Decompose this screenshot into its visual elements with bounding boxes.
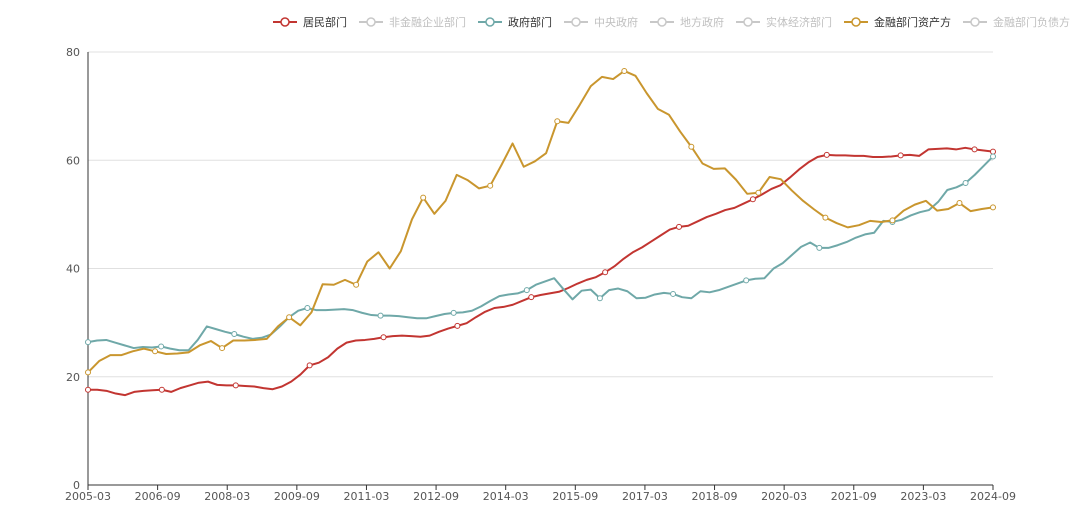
y-tick-label: 60 <box>66 154 80 167</box>
data-point[interactable] <box>676 223 683 230</box>
data-point[interactable] <box>353 281 360 288</box>
data-point[interactable] <box>286 314 293 321</box>
data-point[interactable] <box>990 204 996 211</box>
data-point[interactable] <box>85 386 91 393</box>
data-point[interactable] <box>956 200 963 207</box>
legend-label: 非金融企业部门 <box>389 15 466 29</box>
data-point[interactable] <box>602 269 609 276</box>
legend-label: 政府部门 <box>508 15 552 29</box>
legend-label: 中央政府 <box>594 15 638 29</box>
x-tick-label: 2015-09 <box>552 490 598 503</box>
data-point[interactable] <box>962 179 969 186</box>
data-point[interactable] <box>85 339 91 346</box>
y-tick-label: 40 <box>66 263 80 276</box>
y-tick-label: 0 <box>73 479 80 492</box>
x-tick-label: 2023-03 <box>900 490 946 503</box>
y-tick-label: 20 <box>66 371 80 384</box>
data-point[interactable] <box>450 309 457 316</box>
x-tick-label: 2024-09 <box>970 490 1016 503</box>
x-tick-label: 2008-03 <box>204 490 250 503</box>
data-point[interactable] <box>621 67 628 74</box>
data-point[interactable] <box>755 189 762 196</box>
data-point[interactable] <box>232 382 239 389</box>
data-point[interactable] <box>152 348 159 355</box>
data-point[interactable] <box>420 194 427 201</box>
data-point[interactable] <box>304 305 311 312</box>
x-tick-label: 2011-03 <box>343 490 389 503</box>
x-tick-label: 2017-03 <box>622 490 668 503</box>
legend-item[interactable]: 居民部门 <box>273 15 347 29</box>
legend-label: 地方政府 <box>680 15 724 29</box>
data-point[interactable] <box>670 290 677 297</box>
legend-circle-icon <box>485 17 495 27</box>
grid <box>88 51 993 378</box>
series-line[interactable] <box>87 69 994 374</box>
series-lines <box>85 67 996 397</box>
data-point[interactable] <box>990 153 996 160</box>
legend-item[interactable]: 地方政府 <box>650 15 724 29</box>
series-0 <box>85 146 996 397</box>
legend-circle-icon <box>743 17 753 27</box>
data-point[interactable] <box>306 362 313 369</box>
data-point[interactable] <box>523 287 530 294</box>
data-point[interactable] <box>158 386 165 393</box>
data-point[interactable] <box>823 151 830 158</box>
legend-item[interactable]: 中央政府 <box>564 15 638 29</box>
x-tick-label: 2014-03 <box>483 490 529 503</box>
legend-item[interactable]: 政府部门 <box>478 15 552 29</box>
x-tick-label: 2018-09 <box>692 490 738 503</box>
data-point[interactable] <box>990 148 996 155</box>
data-point[interactable] <box>380 334 387 341</box>
data-point[interactable] <box>822 214 829 221</box>
data-point[interactable] <box>219 345 226 352</box>
data-point[interactable] <box>897 152 904 159</box>
legend-label: 金融部门负债方 <box>993 15 1070 29</box>
x-tick-label: 2012-09 <box>413 490 459 503</box>
legend-item[interactable]: 非金融企业部门 <box>359 15 466 29</box>
data-point[interactable] <box>816 244 823 251</box>
data-point[interactable] <box>971 146 978 153</box>
data-point[interactable] <box>158 343 165 350</box>
legend-circle-icon <box>970 17 980 27</box>
legend-circle-icon <box>366 17 376 27</box>
x-tick-label: 2021-09 <box>831 490 877 503</box>
x-tick-label: 2005-03 <box>65 490 111 503</box>
legend-label: 实体经济部门 <box>766 15 832 29</box>
axes: 0 20 40 60 80 2005-03 2006-09 2008-03 2009-09 201… <box>65 46 1016 503</box>
x-tick-label: 2006-09 <box>135 490 181 503</box>
legend-item[interactable]: 实体经济部门 <box>736 15 832 29</box>
data-point[interactable] <box>688 143 695 150</box>
series-2 <box>85 67 996 376</box>
legend-label: 居民部门 <box>303 15 347 29</box>
legend-circle-icon <box>657 17 667 27</box>
legend-circle-icon <box>571 17 581 27</box>
series-line[interactable] <box>88 146 994 397</box>
data-point[interactable] <box>743 277 750 284</box>
data-point[interactable] <box>85 369 91 376</box>
series-1 <box>85 153 996 352</box>
data-point[interactable] <box>528 294 535 301</box>
data-point[interactable] <box>454 322 461 329</box>
data-point[interactable] <box>487 182 494 189</box>
data-point[interactable] <box>749 196 756 203</box>
data-point[interactable] <box>231 330 238 337</box>
legend-circle-icon <box>280 17 290 27</box>
data-point[interactable] <box>889 217 896 224</box>
legend-label: 金融部门资产方 <box>874 15 951 29</box>
y-tick-label: 80 <box>66 46 80 59</box>
legend[interactable]: 居民部门 非金融企业部门 政府部门 中央政府 地方政府 实体经济部门 金融部门资产方 金融部门… <box>273 15 1070 29</box>
x-tick-label: 2020-03 <box>761 490 807 503</box>
data-point[interactable] <box>377 312 384 319</box>
data-point[interactable] <box>554 118 561 125</box>
series-line[interactable] <box>87 155 994 352</box>
legend-item[interactable]: 金融部门负债方 <box>963 15 1070 29</box>
x-tick-label: 2009-09 <box>274 490 320 503</box>
data-point[interactable] <box>596 295 603 302</box>
legend-item[interactable]: 金融部门资产方 <box>844 15 951 29</box>
legend-circle-icon <box>851 17 861 27</box>
